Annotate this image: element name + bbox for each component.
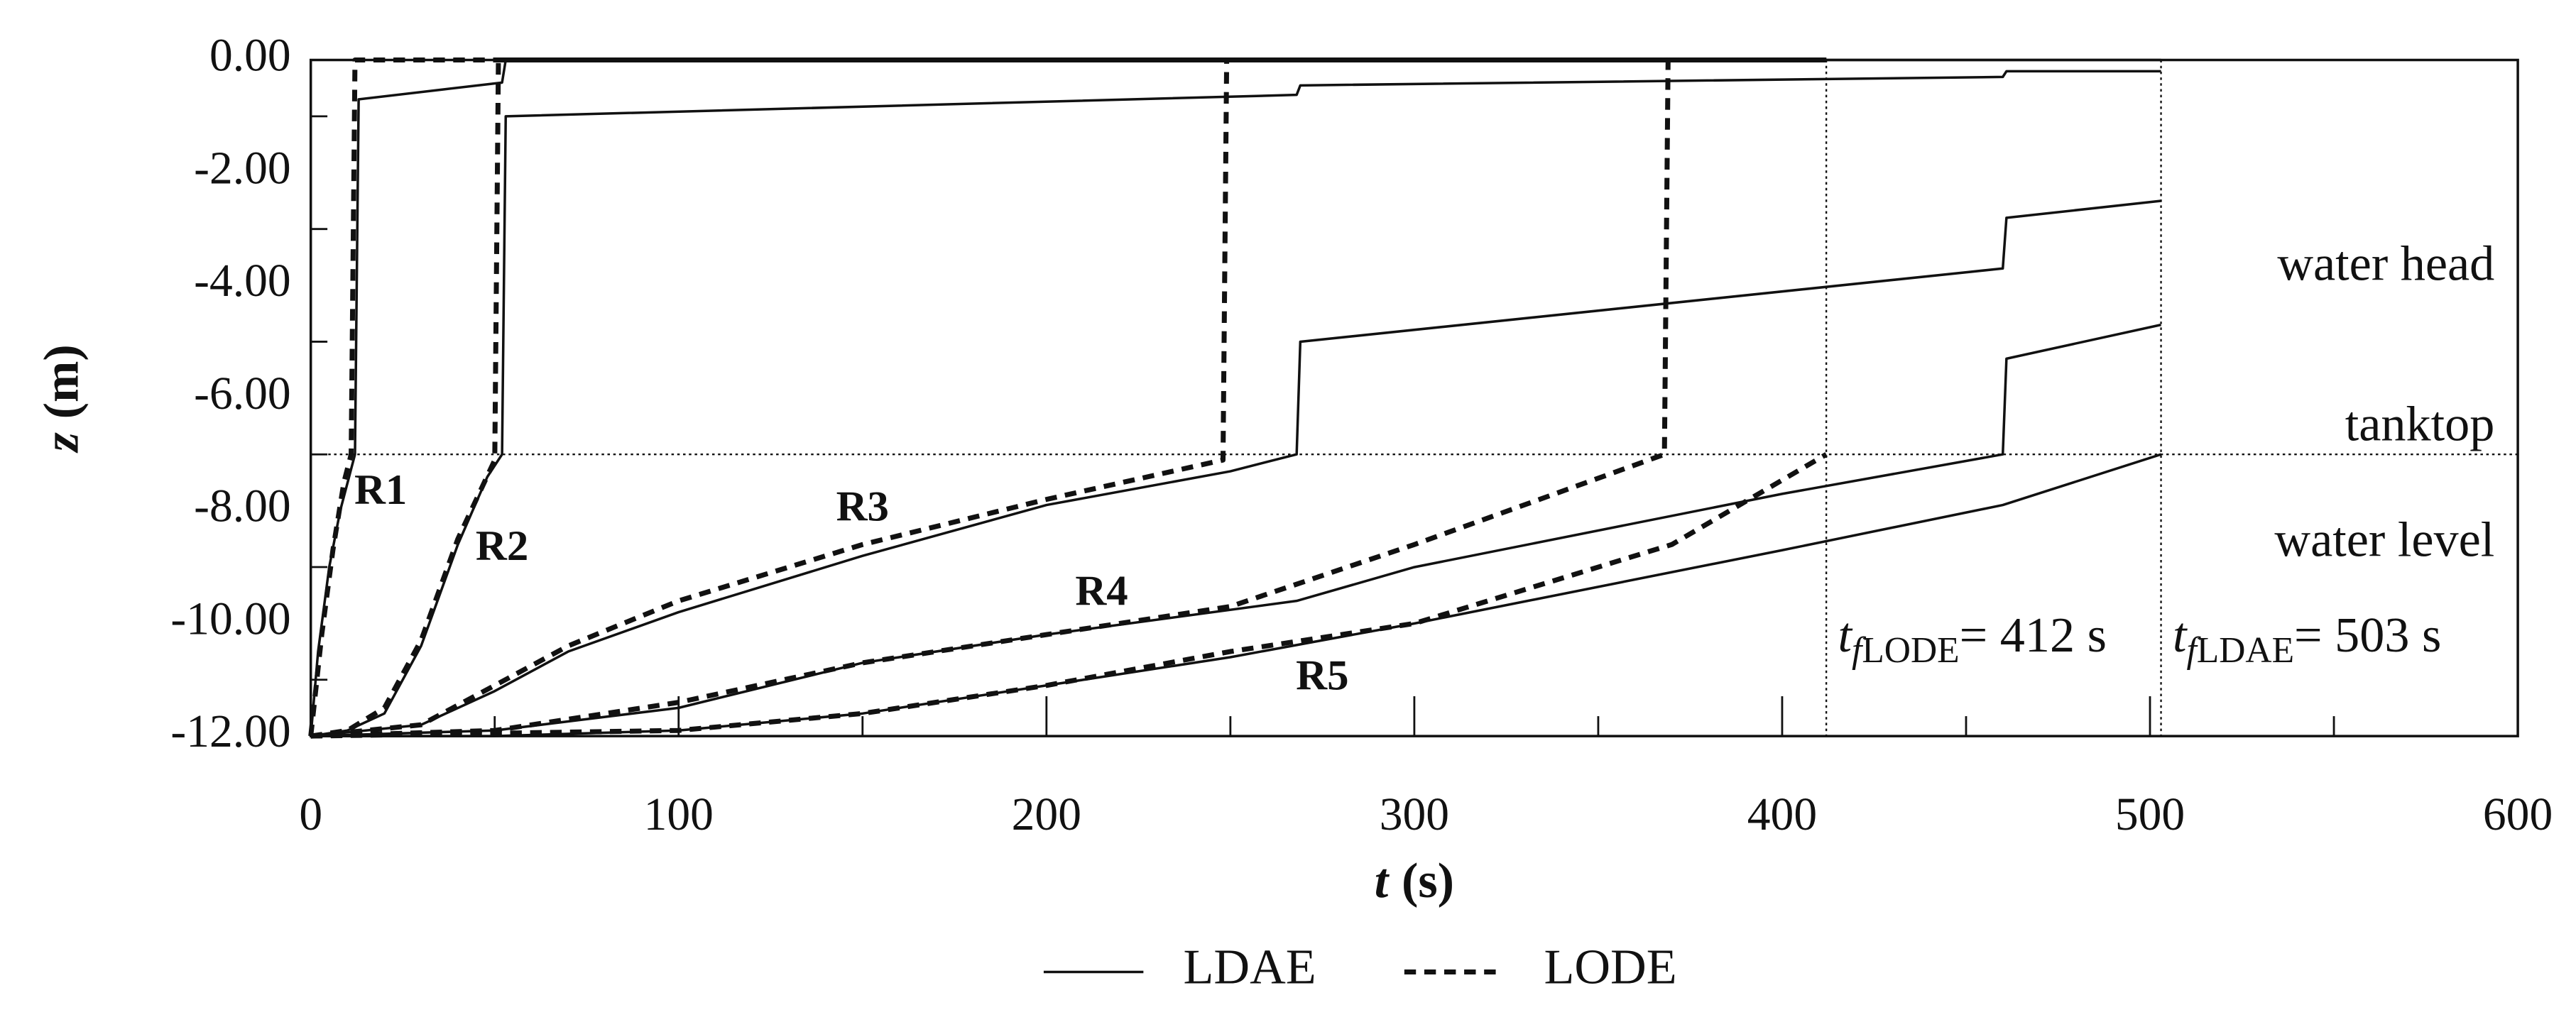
y-axis-label: z (m) <box>34 344 89 453</box>
y-tick-label: 0.00 <box>209 31 291 82</box>
y-axis-unit: (m) <box>34 344 89 419</box>
x-tick-label: 300 <box>1380 789 1449 840</box>
data-line <box>308 57 1827 737</box>
data-line <box>310 57 1827 739</box>
y-tick-label: -10.00 <box>170 593 290 644</box>
value-label: = 503 s <box>2294 608 2441 663</box>
data-line <box>310 57 1827 739</box>
final-time-label: tfLODE= 412 s <box>1838 608 2107 670</box>
run-label: R2 <box>476 522 528 570</box>
subscript-text: LDAE <box>2197 630 2294 671</box>
data-line <box>310 453 2162 737</box>
run-label: R3 <box>836 483 889 531</box>
symbol: t <box>2173 608 2188 663</box>
data-line <box>309 58 2161 737</box>
data-line <box>310 323 2161 737</box>
value-label: = 412 s <box>1960 608 2107 663</box>
subscript-text: LODE <box>1862 630 1959 671</box>
x-tick-label: 600 <box>2483 789 2553 840</box>
x-axis-symbol: t <box>1375 853 1390 908</box>
plot-frame <box>309 58 2519 737</box>
symbol: t <box>1838 608 1853 663</box>
final-time-label: tfLDAE= 503 s <box>2173 608 2441 670</box>
x-tick-label: 200 <box>1012 789 1081 840</box>
y-tick-label: -4.00 <box>194 256 290 307</box>
data-line <box>310 70 2161 737</box>
run-label: R1 <box>354 466 407 514</box>
run-label: R5 <box>1296 652 1348 700</box>
x-tick-label: 0 <box>299 789 322 840</box>
x-tick-label: 400 <box>1747 789 1817 840</box>
y-axis-symbol: z <box>34 432 89 453</box>
legend-label: LDAE <box>1184 940 1316 995</box>
region-label: water head <box>2277 236 2494 291</box>
x-tick-label: 500 <box>2115 789 2185 840</box>
y-tick-label: -12.00 <box>170 706 290 757</box>
legend-label: LODE <box>1544 940 1676 995</box>
region-label: water level <box>2274 512 2494 567</box>
y-tick-label: -6.00 <box>194 368 290 419</box>
run-label: R4 <box>1075 568 1128 615</box>
region-label: tanktop <box>2345 397 2495 452</box>
data-line <box>310 57 1827 739</box>
x-tick-label: 100 <box>644 789 714 840</box>
y-tick-label: -2.00 <box>194 143 290 194</box>
x-axis-unit: (s) <box>1402 853 1454 908</box>
data-line <box>310 199 2161 737</box>
y-tick-label: -8.00 <box>194 481 290 532</box>
x-axis-label: t (s) <box>1375 853 1454 908</box>
